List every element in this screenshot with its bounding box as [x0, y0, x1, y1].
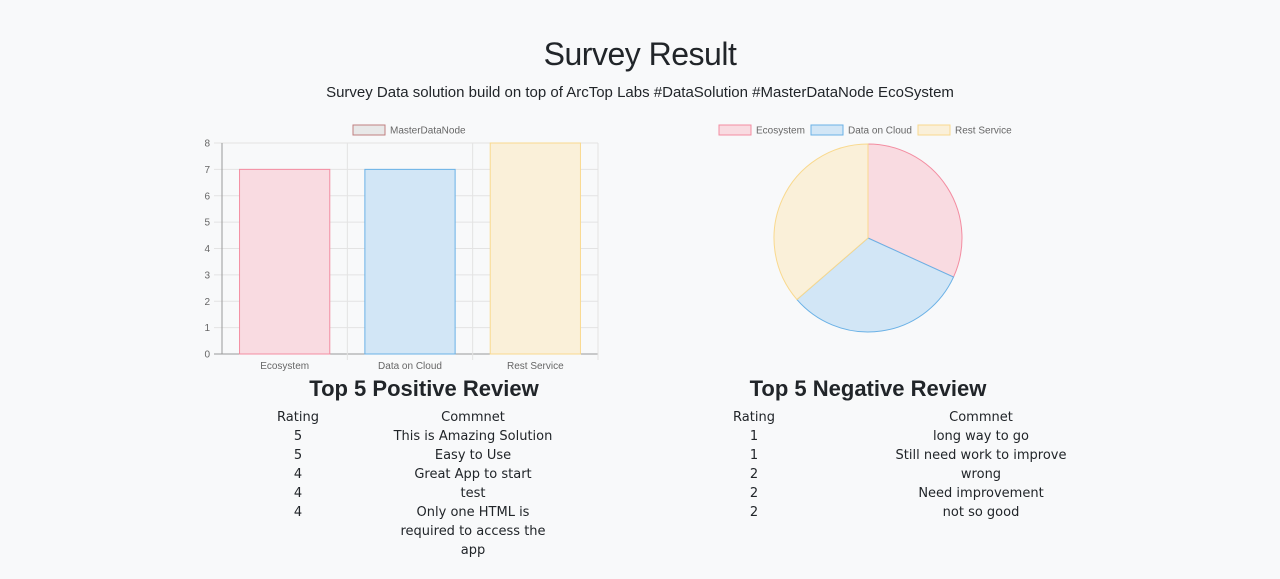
table-row: 1 Still need work to improve [699, 446, 1153, 465]
y-tick-label: 3 [204, 270, 210, 281]
table-header-row: Rating Commnet [243, 408, 593, 427]
bar [489, 142, 581, 355]
pie-slice [773, 143, 869, 301]
y-tick-label: 1 [204, 323, 210, 334]
page-title: Survey Result [543, 36, 737, 72]
rating-cell: 2 [749, 486, 759, 501]
rating-cell: 2 [749, 467, 759, 482]
comment-cell: test [460, 486, 486, 501]
table-row: 4 test [243, 484, 593, 503]
table-row: 5 This is Amazing Solution [243, 427, 593, 446]
table-row: 4 Great App to start [243, 465, 593, 484]
y-tick-label: 0 [204, 350, 210, 361]
rating-header: Rating [277, 410, 319, 425]
legend-label: Ecosystem [756, 126, 805, 137]
comment-header: Commnet [949, 410, 1013, 425]
y-tick-label: 8 [204, 139, 210, 150]
comment-cell: long way to go [932, 429, 1029, 444]
comment-cell: Only one HTML is required to access the … [400, 505, 546, 558]
rating-cell: 4 [293, 505, 303, 520]
rating-cell: 2 [749, 505, 759, 520]
page-subtitle: Survey Data solution build on top of Arc… [326, 84, 954, 101]
y-tick-label: 7 [204, 165, 210, 176]
table-row: 2 not so good [699, 503, 1153, 522]
pie-slice [867, 143, 963, 278]
y-tick-label: 6 [204, 191, 210, 202]
comment-cell: Still need work to improve [895, 448, 1067, 463]
table-row: 4 Only one HTML is required to access the… [243, 503, 593, 560]
y-tick-label: 5 [204, 218, 210, 229]
table-header-row: Rating Commnet [699, 408, 1153, 427]
negative-review-title: Top 5 Negative Review [749, 376, 987, 401]
comment-cell: Great App to start [414, 467, 532, 482]
comment-cell: This is Amazing Solution [393, 429, 553, 444]
x-tick-label: Data on Cloud [378, 361, 442, 372]
comment-cell: not so good [942, 505, 1020, 520]
comment-cell: Need improvement [918, 486, 1044, 501]
rating-cell: 4 [293, 486, 303, 501]
rating-header: Rating [733, 410, 775, 425]
y-tick-label: 4 [204, 244, 210, 255]
legend-swatch [718, 124, 752, 136]
y-tick-label: 2 [204, 297, 210, 308]
rating-cell: 1 [749, 448, 759, 463]
table-row: 2 wrong [699, 465, 1153, 484]
legend-label: Rest Service [955, 126, 1012, 137]
table-row: 5 Easy to Use [243, 446, 593, 465]
rating-cell: 5 [293, 448, 303, 463]
rating-cell: 5 [293, 429, 303, 444]
legend-label: MasterDataNode [390, 126, 466, 137]
comment-header: Commnet [441, 410, 505, 425]
bar [364, 168, 456, 355]
comment-cell: Easy to Use [434, 448, 512, 463]
bar-legend: MasterDataNode [352, 124, 466, 137]
pie-legend: Ecosystem Data on Cloud Rest Service [718, 124, 1012, 137]
comment-cell: wrong [960, 467, 1002, 482]
table-row: 2 Need improvement [699, 484, 1153, 503]
rating-cell: 1 [749, 429, 759, 444]
positive-review-table: Rating Commnet 5 This is Amazing Solution… [243, 408, 593, 560]
legend-label: Data on Cloud [848, 126, 912, 137]
legend-swatch [917, 124, 951, 136]
negative-review-table: Rating Commnet 1 long way to go 1 Still ne… [699, 408, 1153, 522]
legend-swatch [810, 124, 844, 136]
pie-slice [796, 237, 955, 333]
rating-cell: 4 [293, 467, 303, 482]
pie-chart: Ecosystem Data on Cloud Rest Service [718, 124, 1012, 333]
table-row: 1 long way to go [699, 427, 1153, 446]
bar-chart: MasterDataNode 0 1 2 3 4 5 6 7 8 Ecosystem Data on … [204, 124, 599, 372]
positive-review-title: Top 5 Positive Review [309, 376, 539, 401]
x-tick-label: Ecosystem [260, 361, 309, 372]
x-tick-label: Rest Service [507, 361, 564, 372]
legend-swatch [352, 124, 386, 136]
bar [239, 168, 331, 355]
